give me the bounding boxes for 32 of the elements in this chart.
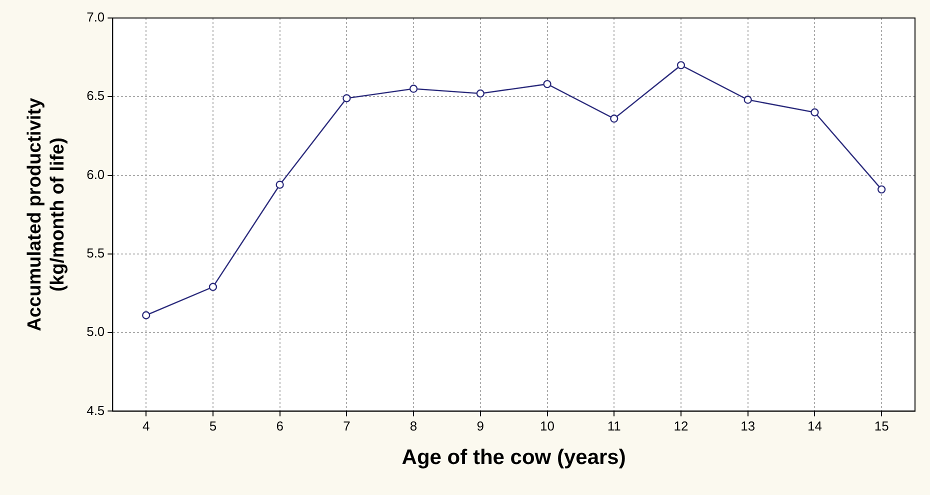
- x-tick-label: 10: [540, 418, 554, 434]
- y-tick-label: 7.0: [86, 10, 105, 25]
- y-tick-label: 6.0: [86, 166, 105, 182]
- y-tick-label: 5.5: [86, 246, 105, 260]
- x-tick-label: 12: [674, 418, 688, 434]
- x-tick-label: 13: [740, 418, 756, 434]
- point: [142, 311, 150, 320]
- point: [409, 84, 418, 93]
- x-tick-label: 8: [410, 418, 418, 434]
- x-axis-title: Age of the cow (years): [402, 446, 626, 470]
- x-tick-label: 4: [142, 418, 150, 434]
- x-tick-label: 7: [343, 418, 350, 434]
- x-tick-label: 5: [209, 418, 217, 434]
- y-tick-label: 4.5: [86, 402, 105, 418]
- point: [676, 61, 686, 70]
- x-tick-label: 15: [874, 418, 889, 434]
- point: [476, 89, 485, 98]
- point: [810, 108, 819, 116]
- point: [276, 180, 284, 189]
- point: [877, 185, 886, 194]
- point: [208, 282, 218, 292]
- x-tick-label: 9: [476, 418, 484, 434]
- point: [744, 96, 752, 104]
- point: [342, 94, 351, 102]
- y-tick-label: 6.5: [86, 88, 105, 104]
- y-tick-label: 5.0: [86, 324, 105, 340]
- x-tick-label: 11: [607, 418, 621, 434]
- x-tick-label: 6: [276, 418, 284, 434]
- x-tick-label: 14: [807, 418, 822, 434]
- point: [610, 114, 618, 123]
- point: [543, 80, 552, 88]
- y-axis-title: Accumulated productivity (kg/month of life): [24, 98, 68, 332]
